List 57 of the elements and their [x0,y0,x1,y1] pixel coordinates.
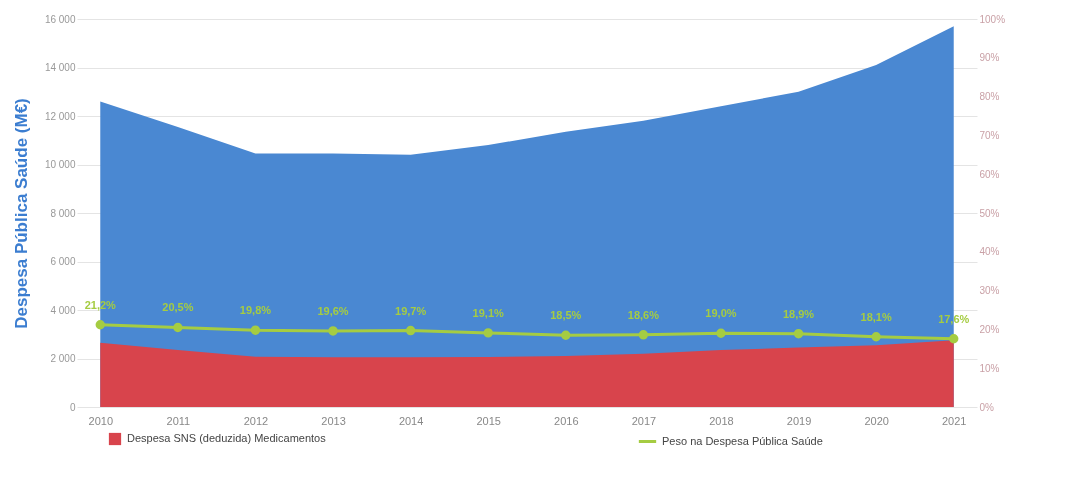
y-tick-label: 6 000 [50,256,76,267]
y2-tick-label: 50% [979,207,1000,219]
x-tick-label: 2021 [941,414,967,427]
y2-tick-label: 70% [979,129,1000,141]
point [716,328,726,338]
x-tick-label: 2017 [631,414,657,427]
legend-label: Despesa SNS (deduzida) Medicamentos [127,432,327,444]
y-tick-label: 16 000 [44,13,76,25]
y2-tick-label: 30% [979,285,1000,297]
point [328,326,338,336]
legend-label: Peso na Despesa Pública Saúde [662,434,823,447]
data-label: 19,8% [239,304,272,317]
x-tick-label: 2020 [864,414,889,427]
y2-tick-label: 40% [979,246,1000,258]
y-tick-label: 14 000 [44,62,76,73]
y2-tick-label: 10% [979,362,1000,374]
x-tick-label: 2019 [786,414,812,427]
data-label: 18,6% [627,308,660,321]
point [405,325,416,336]
x-tick-label: 2011 [166,414,191,427]
data-label: 18,9% [782,307,815,320]
point [871,332,881,342]
data-label: 19,0% [705,307,737,320]
y2-tick-label: 0% [979,401,995,413]
x-tick-label: 2016 [554,414,579,427]
y2-tick-label: 90% [979,52,1000,64]
data-label: 19,1% [472,306,505,319]
y2-tick-label: 60% [979,168,1000,180]
x-tick-label: 2014 [398,414,424,427]
x-tick-label: 2018 [709,414,734,427]
y2-tick-label: 80% [979,91,1000,103]
y-tick-label: 10 000 [44,159,76,170]
y-tick-label: 8 000 [50,207,76,219]
point [250,325,261,335]
y-tick-label: 0 [69,401,76,413]
x-tick-label: 2013 [321,414,346,427]
data-label: 19,7% [395,304,427,317]
y2-tick-label: 100% [979,13,1006,25]
point [95,320,105,330]
y-axis-title: Despesa Pública Saúde (M€) [11,98,31,329]
point [793,328,804,339]
data-label: 19,6% [317,304,349,317]
data-label: 18,1% [860,310,892,323]
point [173,322,183,333]
y-tick-label: 12 000 [44,110,76,122]
data-label: 18,5% [550,309,582,322]
data-label: 20,5% [162,301,194,314]
y-tick-label: 4 000 [50,304,76,316]
point [638,330,649,340]
y-tick-label: 2 000 [50,353,76,364]
point [483,328,493,338]
x-tick-label: 2015 [476,414,501,427]
point [561,330,571,340]
y2-tick-label: 20% [979,323,1000,335]
point [949,334,959,344]
x-tick-label: 2012 [243,414,269,427]
x-tick-label: 2010 [88,414,114,427]
